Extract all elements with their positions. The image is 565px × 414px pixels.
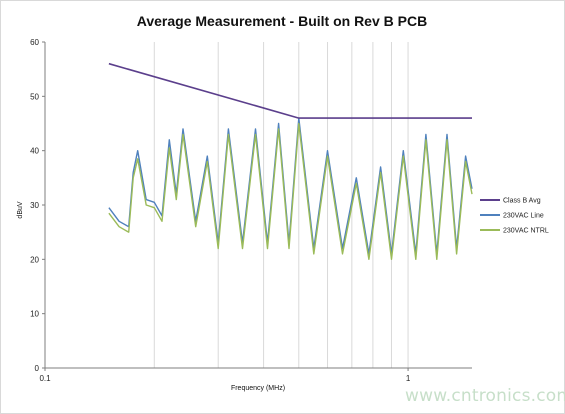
series-lines	[108, 62, 473, 260]
x-tick-label: 0.1	[39, 374, 51, 383]
series-line-0	[108, 62, 472, 119]
x-ticks: 0.1 1	[39, 368, 411, 383]
y-tick-label: 40	[30, 147, 39, 156]
x-axis-label: Frequency (MHz)	[231, 385, 285, 392]
legend-label: Class B Avg	[503, 198, 541, 205]
series-line-2	[108, 122, 473, 260]
y-ticks: 0 10 20 30 40 50 60	[30, 38, 45, 373]
y-tick-label: 0	[35, 364, 40, 373]
legend-label: 230VAC Line	[503, 213, 544, 220]
y-tick-label: 60	[30, 38, 39, 47]
watermark-text: www.cntronics.com	[405, 386, 565, 406]
legend: Class B Avg 230VAC Line 230VAC NTRL	[480, 198, 549, 235]
legend-label: 230VAC NTRL	[503, 228, 549, 235]
y-tick-label: 30	[30, 201, 39, 210]
y-tick-label: 10	[30, 310, 39, 319]
x-tick-label: 1	[406, 374, 411, 383]
y-axis-label: dBuV	[17, 201, 24, 218]
y-tick-label: 50	[30, 92, 39, 101]
y-tick-label: 20	[30, 255, 39, 264]
chart-title: Average Measurement - Built on Rev B PCB	[137, 13, 427, 29]
